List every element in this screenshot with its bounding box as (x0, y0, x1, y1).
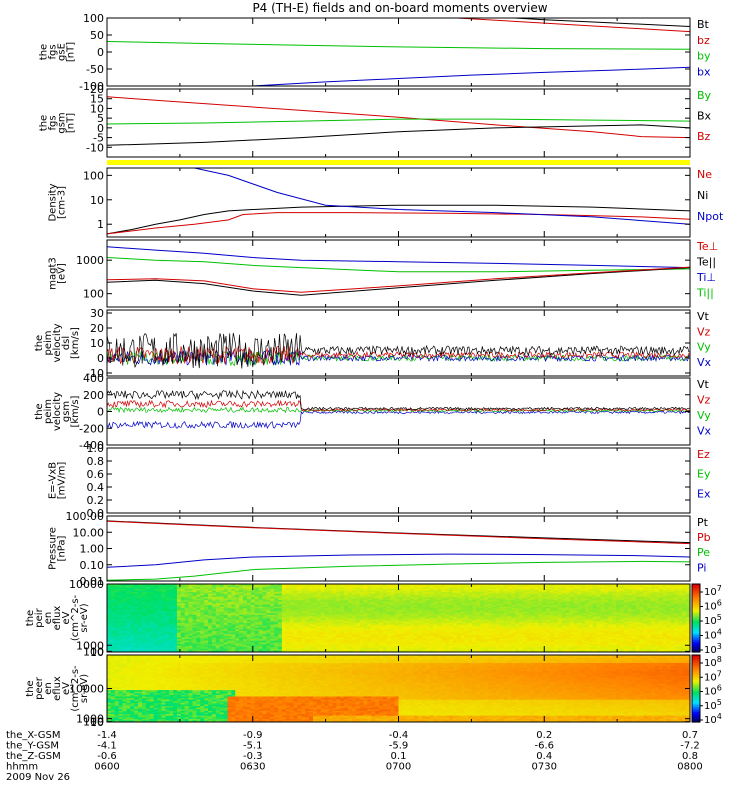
legend-label: Vt (697, 378, 710, 391)
y-tick-label: 1000 (76, 254, 104, 267)
y-axis-label: [nT] (66, 113, 77, 133)
legend-label: Bz (697, 130, 711, 143)
y-tick-label: -200 (79, 422, 104, 435)
legend-label: Vx (697, 356, 712, 369)
series-Ti|| (107, 258, 690, 272)
y-axis-label: [km/s] (70, 395, 81, 427)
panel-plot-area (107, 391, 690, 429)
panel-pressure: 100.0010.001.000.100.01Pressure[nPa]PtPb… (48, 510, 711, 588)
yellow-band (107, 160, 690, 165)
panel-frame (107, 240, 690, 307)
legend-label: Vz (697, 394, 711, 407)
y-tick-label: 100.00 (66, 510, 105, 523)
legend-label: bx (697, 65, 711, 78)
series-Bx (107, 125, 690, 145)
y-tick-label: 0 (97, 406, 104, 419)
y-tick-label: 20 (90, 322, 104, 335)
y-tick-label: 10.00 (73, 526, 105, 539)
y-axis-label: [cm-3] (57, 186, 68, 219)
y-tick-label: 30 (90, 307, 104, 320)
legend-label: Ne (697, 168, 712, 181)
panel-plot-area (107, 521, 690, 580)
legend-label: Vz (697, 325, 711, 338)
panel-plot-area (107, 333, 690, 369)
panel-plot-area (107, 247, 690, 295)
y-tick-label: 200 (83, 389, 104, 402)
legend-label: Vy (697, 341, 711, 354)
y-tick-label: 100 (83, 12, 104, 25)
panel-frame (107, 516, 690, 581)
panel-frame (107, 168, 690, 237)
legend-label: Pi (697, 561, 706, 574)
panel-ion_spec: 10710610510410310000100010010thepeirenef… (25, 578, 722, 659)
y-axis-label: [mV/m] (57, 462, 68, 500)
y-tick-label: 0.6 (87, 468, 105, 481)
y-axis-label: [nPa] (57, 535, 68, 561)
legend-label: Ni (697, 189, 708, 202)
y-tick-label: 0 (97, 46, 104, 59)
legend-label: Pe (697, 546, 710, 559)
y-tick-label: 100 (83, 288, 104, 301)
y-tick-label: 0.4 (87, 481, 105, 494)
legend-label: Ex (697, 487, 711, 500)
legend-label: Pb (697, 531, 711, 544)
legend-label: Ez (697, 448, 710, 461)
y-axis-label: [eV] (57, 263, 68, 284)
panel-frame (107, 18, 690, 86)
y-tick-label: 100 (83, 169, 104, 182)
panel-velocity_gsm: 4002000-200-400thepeimvelocitygsm[km/s]V… (34, 372, 712, 452)
legend-label: by (697, 50, 711, 63)
panel-plot-area (107, 584, 691, 653)
panel-velocity_dsl: 3020100-10thepeimvelocitydsl[km/s]VtVzVy… (34, 307, 712, 380)
y-tick-label: -10 (86, 141, 104, 154)
figure-title: P4 (TH-E) fields and on-board moments ov… (252, 1, 547, 15)
y-tick-label: 1.0 (87, 442, 105, 455)
legend-label: Bt (697, 18, 710, 31)
y-tick-label: 50 (90, 29, 104, 42)
legend-label: bz (697, 34, 710, 47)
y-tick-label: 0.10 (80, 559, 105, 572)
y-tick-label: 0 (97, 352, 104, 365)
y-tick-label: 0.8 (87, 455, 105, 468)
series-Ti⊥ (107, 247, 690, 268)
series-Ne (107, 213, 690, 234)
y-tick-label: 10 (90, 337, 104, 350)
y-tick-label: -50 (86, 63, 104, 76)
noise-series (107, 411, 690, 428)
legend-label: Te|| (696, 256, 716, 269)
series-By (107, 119, 690, 124)
y-axis-label: [nT] (66, 42, 77, 62)
y-axis-label: [km/s] (70, 327, 81, 359)
y-tick-label: 400 (83, 372, 104, 385)
noise-series (107, 346, 690, 364)
y-tick-label: 10 (90, 194, 104, 207)
y-tick-label: 0.2 (87, 494, 105, 507)
y-tick-label: 1 (97, 218, 104, 231)
legend-label: Ey (697, 468, 711, 481)
legend-label: Te⊥ (696, 240, 718, 253)
series-by (107, 42, 690, 50)
legend-label: Pt (697, 516, 709, 529)
panel-frame (107, 448, 690, 513)
legend-label: Vy (697, 409, 711, 422)
panel-plot-area (107, 168, 690, 234)
legend-label: Vt (697, 310, 710, 323)
legend-label: Ti⊥ (696, 271, 716, 284)
y-tick-label: 1.00 (80, 543, 105, 556)
legend-label: Ti|| (696, 287, 714, 300)
panel-plot-area (107, 97, 690, 146)
legend-label: By (697, 89, 712, 102)
series-Pt (107, 521, 690, 543)
series-Te⊥ (107, 267, 690, 292)
legend-label: Vx (697, 425, 712, 438)
legend-label: Npot (697, 210, 724, 223)
legend-label: Bx (697, 110, 712, 123)
